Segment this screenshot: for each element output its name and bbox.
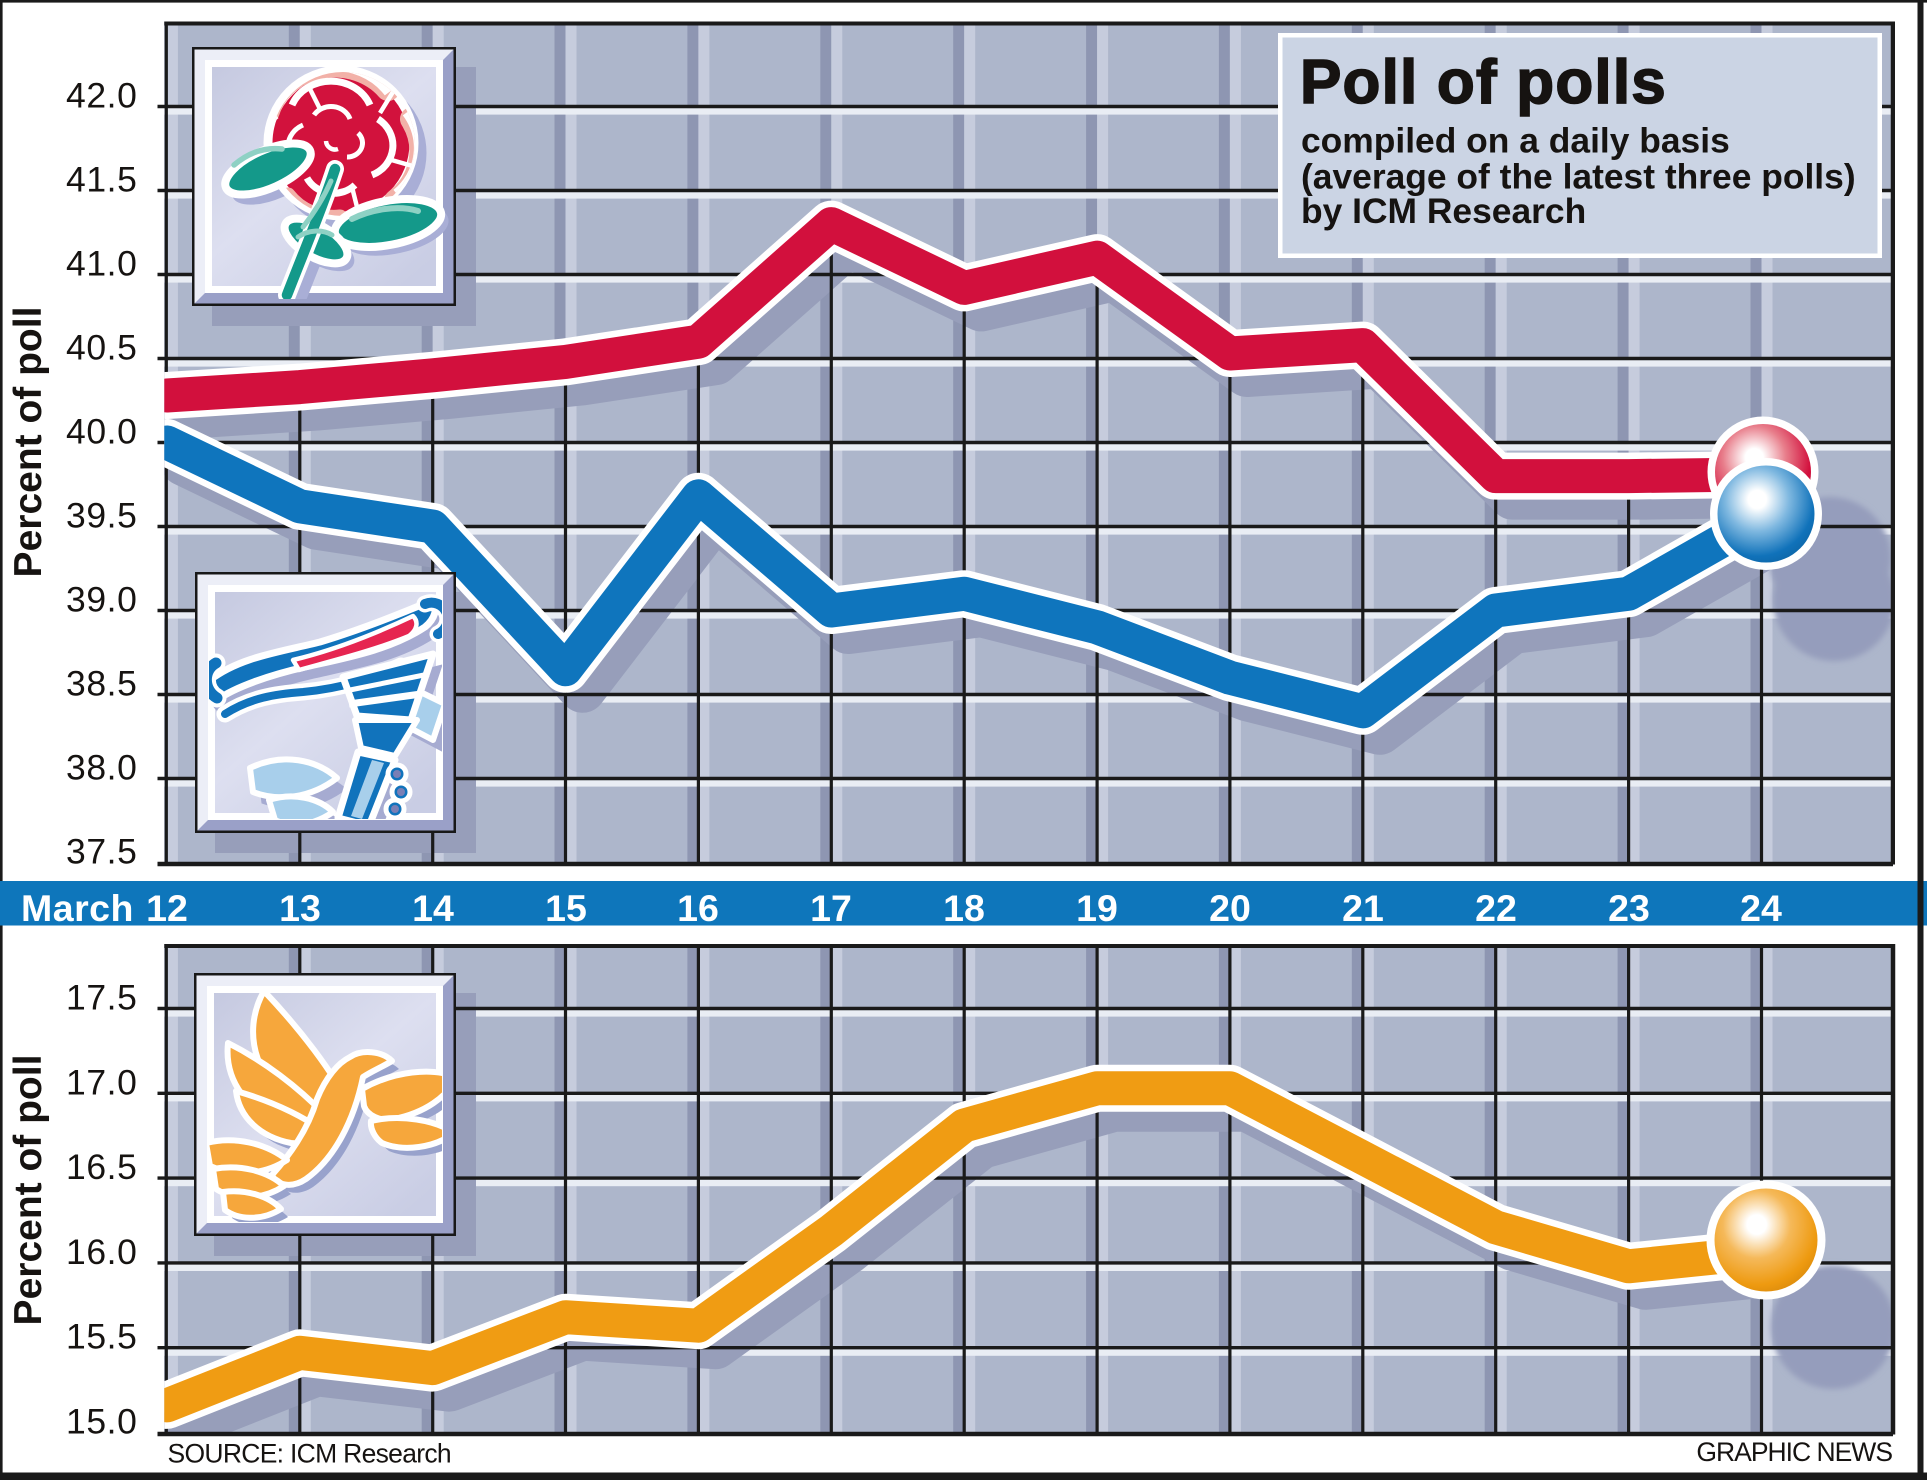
- svg-text:37.5: 37.5: [66, 832, 138, 872]
- svg-text:39.0: 39.0: [66, 580, 138, 620]
- svg-text:40.5: 40.5: [66, 328, 138, 368]
- svg-text:19: 19: [1076, 887, 1118, 929]
- svg-text:12: 12: [146, 887, 188, 929]
- svg-text:42.0: 42.0: [66, 76, 138, 116]
- svg-text:13: 13: [279, 887, 321, 929]
- svg-text:41.0: 41.0: [66, 244, 138, 284]
- svg-text:39.5: 39.5: [66, 496, 138, 536]
- svg-text:GRAPHIC NEWS: GRAPHIC NEWS: [1696, 1437, 1892, 1467]
- svg-text:23: 23: [1608, 887, 1650, 929]
- svg-text:24: 24: [1740, 887, 1782, 929]
- svg-text:22: 22: [1475, 887, 1517, 929]
- svg-text:compiled on a daily basis: compiled on a daily basis: [1301, 121, 1730, 161]
- svg-text:14: 14: [412, 887, 454, 929]
- svg-text:(average of the latest three p: (average of the latest three polls): [1301, 157, 1856, 197]
- svg-text:17: 17: [810, 887, 852, 929]
- svg-text:21: 21: [1342, 887, 1384, 929]
- svg-text:Percent of poll: Percent of poll: [7, 1055, 50, 1326]
- svg-text:38.5: 38.5: [66, 664, 138, 704]
- svg-text:15.5: 15.5: [66, 1317, 138, 1357]
- svg-text:Percent of poll: Percent of poll: [7, 307, 50, 578]
- svg-text:March: March: [21, 887, 134, 929]
- svg-text:17.0: 17.0: [66, 1062, 138, 1102]
- svg-text:Poll of polls: Poll of polls: [1300, 48, 1667, 117]
- svg-text:16.0: 16.0: [66, 1232, 138, 1272]
- svg-text:15: 15: [545, 887, 587, 929]
- svg-text:16: 16: [677, 887, 719, 929]
- svg-text:18: 18: [943, 887, 985, 929]
- svg-text:by ICM Research: by ICM Research: [1301, 191, 1586, 231]
- svg-text:17.5: 17.5: [66, 978, 138, 1018]
- svg-text:SOURCE: ICM Research: SOURCE: ICM Research: [168, 1439, 451, 1469]
- svg-text:41.5: 41.5: [66, 160, 138, 200]
- svg-text:16.5: 16.5: [66, 1147, 138, 1187]
- svg-text:38.0: 38.0: [66, 748, 138, 788]
- svg-text:20: 20: [1209, 887, 1251, 929]
- svg-text:15.0: 15.0: [66, 1402, 138, 1442]
- svg-text:40.0: 40.0: [66, 412, 138, 452]
